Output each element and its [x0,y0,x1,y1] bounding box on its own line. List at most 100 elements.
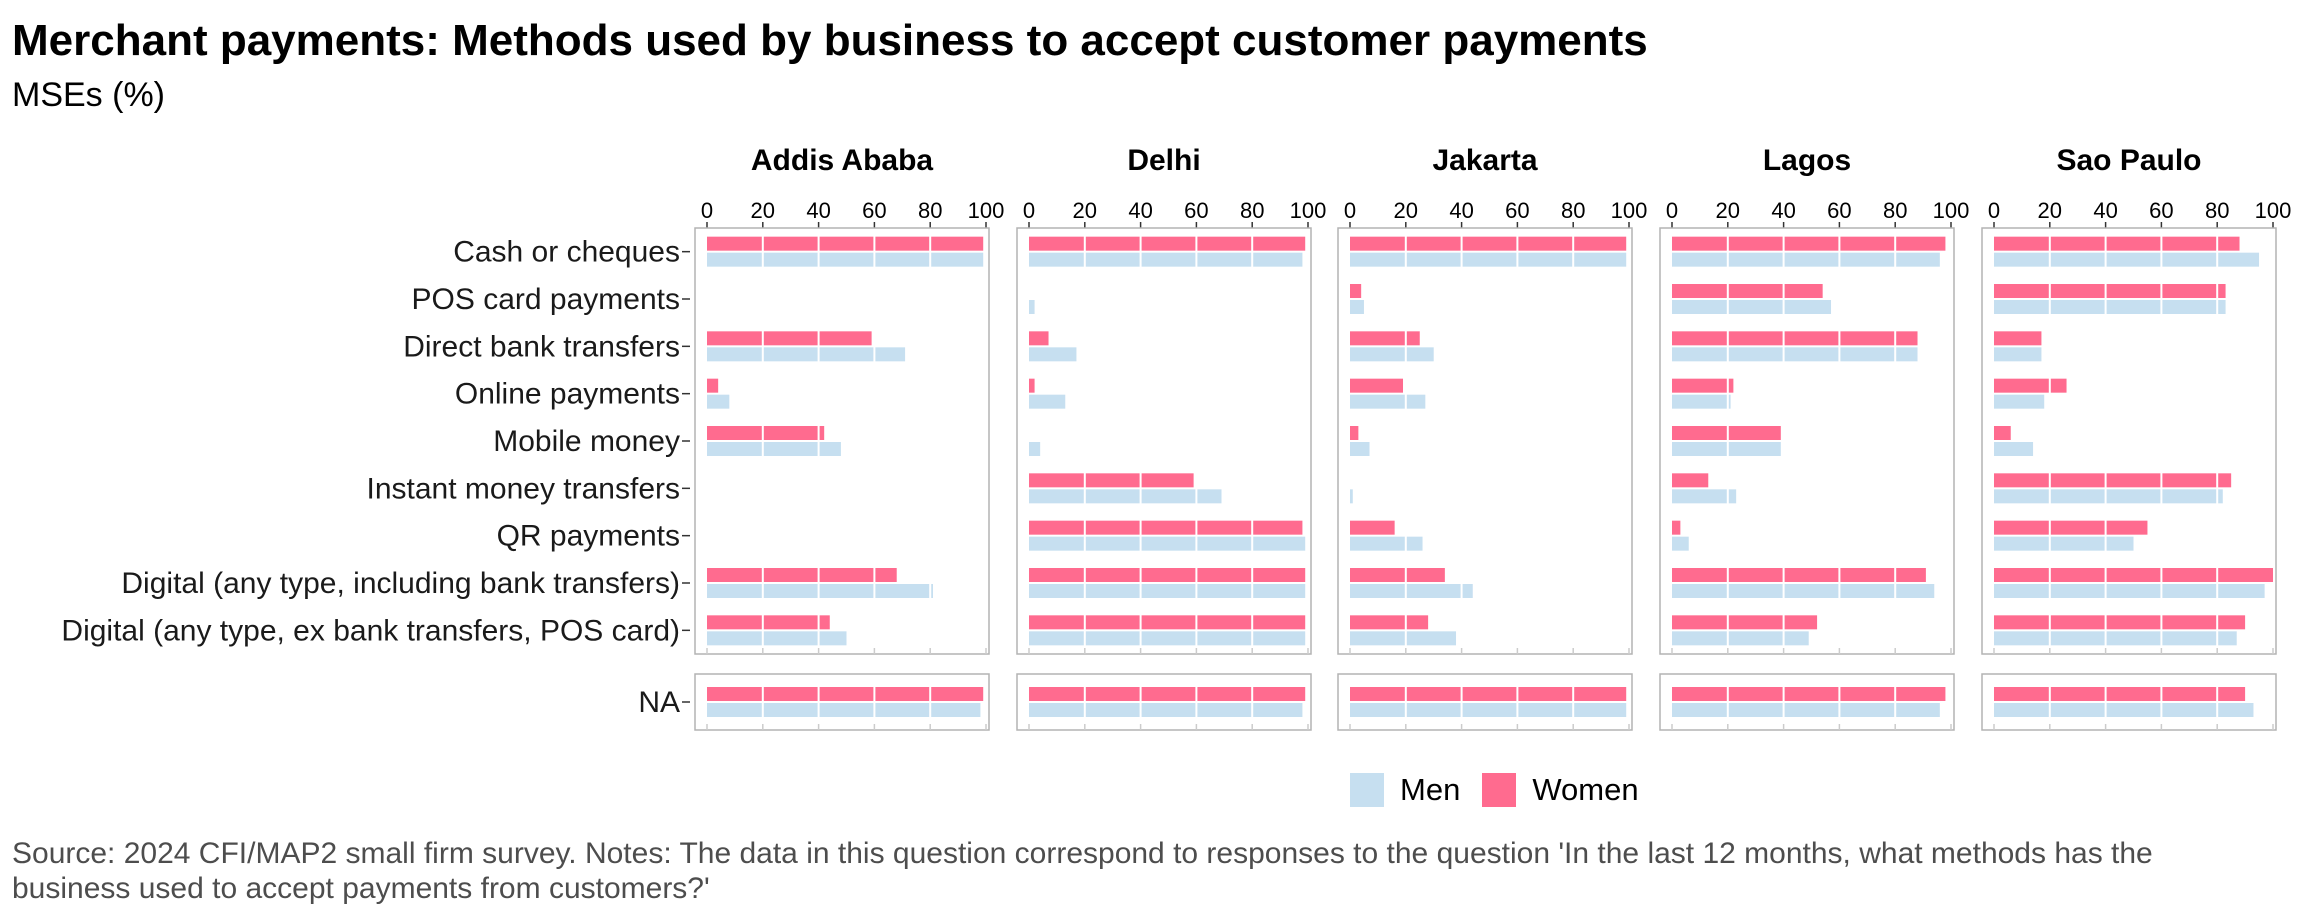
x-tick-label-sao-paulo-100: 100 [2255,198,2292,223]
category-label-digital-any-type-including-bank-transfers: Digital (any type, including bank transf… [121,567,680,600]
bar-men-lagos-qr-payments [1672,536,1689,551]
panel-addis-ababa [694,227,990,655]
x-tick-label-addis-ababa-20: 20 [751,198,775,223]
x-tick-label-delhi-20: 20 [1073,198,1097,223]
bar-men-sao-paulo-cash-or-cheques [1994,252,2260,267]
bar-women-lagos-online-payments [1672,378,1734,393]
bar-women-delhi-na [1029,687,1306,701]
bar-men-delhi-mobile-money [1029,442,1041,456]
bar-men-jakarta-mobile-money [1350,442,1370,456]
facet-title-lagos: Lagos [1763,144,1851,177]
bar-men-lagos-online-payments [1672,394,1731,409]
bar-men-addis-ababa-online-payments [707,394,730,409]
bar-men-delhi-na [1029,703,1303,717]
legend-item-men: Men [1350,772,1460,808]
bar-men-delhi-direct-bank-transfers [1029,347,1077,362]
x-tick-label-jakarta-80: 80 [1561,198,1585,223]
bar-women-lagos-mobile-money [1672,426,1781,440]
bar-women-jakarta-mobile-money [1350,426,1359,440]
bar-men-sao-paulo-digital-any-type-including-bank-transfers [1994,584,2265,598]
chart-subtitle: MSEs (%) [12,76,165,114]
bar-men-sao-paulo-direct-bank-transfers [1994,347,2042,362]
panel-sao-paulo [1981,227,2277,655]
bar-women-sao-paulo-cash-or-cheques [1994,236,2240,251]
bar-women-addis-ababa-cash-or-cheques [707,236,984,251]
chart-title: Merchant payments: Methods used by busin… [12,16,1648,65]
category-label-pos-card-payments: POS card payments [412,283,680,316]
bar-women-lagos-qr-payments [1672,520,1681,535]
bar-men-delhi-instant-money-transfers [1029,489,1222,504]
bar-men-sao-paulo-qr-payments [1994,536,2134,551]
legend-item-women: Women [1482,772,1639,808]
category-label-mobile-money: Mobile money [493,425,680,458]
bar-women-jakarta-online-payments [1350,378,1404,393]
bar-women-addis-ababa-na [707,687,984,701]
bar-men-jakarta-cash-or-cheques [1350,252,1627,267]
category-label-na: NA [638,686,680,719]
bar-men-delhi-online-payments [1029,394,1066,409]
bar-women-lagos-digital-any-type-including-bank-transfers [1672,568,1926,582]
x-tick-label-lagos-0: 0 [1666,198,1678,223]
bar-men-jakarta-digital-any-type-ex-bank-transfers-pos-card [1350,631,1457,646]
x-tick-label-delhi-0: 0 [1023,198,1035,223]
bar-men-addis-ababa-direct-bank-transfers [707,347,906,362]
category-label-cash-or-cheques: Cash or cheques [453,236,680,269]
bar-women-sao-paulo-digital-any-type-including-bank-transfers [1994,568,2273,582]
bar-men-sao-paulo-instant-money-transfers [1994,489,2223,504]
bar-women-sao-paulo-qr-payments [1994,520,2148,535]
bar-women-addis-ababa-digital-any-type-including-bank-transfers [707,568,897,582]
bar-men-lagos-na [1672,703,1940,717]
bar-men-lagos-mobile-money [1672,442,1781,456]
x-tick-label-addis-ababa-0: 0 [701,198,713,223]
bar-men-lagos-digital-any-type-including-bank-transfers [1672,584,1935,598]
x-tick-label-addis-ababa-60: 60 [862,198,886,223]
bar-women-sao-paulo-na [1994,687,2246,701]
bar-women-jakarta-pos-card-payments [1350,284,1362,298]
bar-women-delhi-digital-any-type-ex-bank-transfers-pos-card [1029,615,1306,630]
bar-men-jakarta-direct-bank-transfers [1350,347,1434,362]
x-tick-label-sao-paulo-40: 40 [2093,198,2117,223]
bar-men-lagos-digital-any-type-ex-bank-transfers-pos-card [1672,631,1809,646]
x-tick-label-addis-ababa-40: 40 [806,198,830,223]
panel-delhi [1016,227,1312,655]
x-tick-label-sao-paulo-80: 80 [2205,198,2229,223]
x-tick-label-addis-ababa-100: 100 [968,198,1005,223]
bar-men-delhi-digital-any-type-including-bank-transfers [1029,584,1306,598]
bar-women-delhi-online-payments [1029,378,1035,393]
bar-men-sao-paulo-na [1994,703,2254,717]
bar-women-jakarta-direct-bank-transfers [1350,331,1420,346]
bar-men-delhi-digital-any-type-ex-bank-transfers-pos-card [1029,631,1306,646]
category-label-online-payments: Online payments [455,378,680,411]
bar-men-jakarta-na [1350,703,1627,717]
bar-women-jakarta-digital-any-type-ex-bank-transfers-pos-card [1350,615,1429,630]
x-tick-label-lagos-20: 20 [1716,198,1740,223]
bar-women-delhi-cash-or-cheques [1029,236,1306,251]
bar-men-delhi-pos-card-payments [1029,300,1035,314]
bar-women-addis-ababa-digital-any-type-ex-bank-transfers-pos-card [707,615,830,630]
panel-na-addis-ababa [694,673,990,731]
panel-na-jakarta [1337,673,1633,731]
bar-men-delhi-cash-or-cheques [1029,252,1303,267]
x-tick-label-jakarta-20: 20 [1394,198,1418,223]
x-tick-label-delhi-100: 100 [1290,198,1327,223]
bar-men-jakarta-online-payments [1350,394,1426,409]
bar-women-jakarta-digital-any-type-including-bank-transfers [1350,568,1445,582]
bar-men-lagos-cash-or-cheques [1672,252,1940,267]
bar-women-lagos-pos-card-payments [1672,284,1823,298]
bar-women-addis-ababa-mobile-money [707,426,825,440]
panel-na-sao-paulo [1981,673,2277,731]
bar-women-lagos-instant-money-transfers [1672,473,1709,488]
bar-men-jakarta-pos-card-payments [1350,300,1364,314]
x-tick-label-sao-paulo-20: 20 [2038,198,2062,223]
bar-women-delhi-digital-any-type-including-bank-transfers [1029,568,1306,582]
bar-women-sao-paulo-online-payments [1994,378,2067,393]
source-note: Source: 2024 CFI/MAP2 small firm survey.… [12,837,2153,905]
faceted-bar-chart: Cash or cheques POS card payments Direct b… [61,144,2292,731]
bar-women-lagos-digital-any-type-ex-bank-transfers-pos-card [1672,615,1818,630]
x-tick-label-jakarta-40: 40 [1449,198,1473,223]
bar-women-delhi-qr-payments [1029,520,1303,535]
bar-women-sao-paulo-instant-money-transfers [1994,473,2232,488]
legend-label-men: Men [1400,772,1461,807]
panel-jakarta [1337,227,1633,655]
x-tick-label-lagos-80: 80 [1883,198,1907,223]
